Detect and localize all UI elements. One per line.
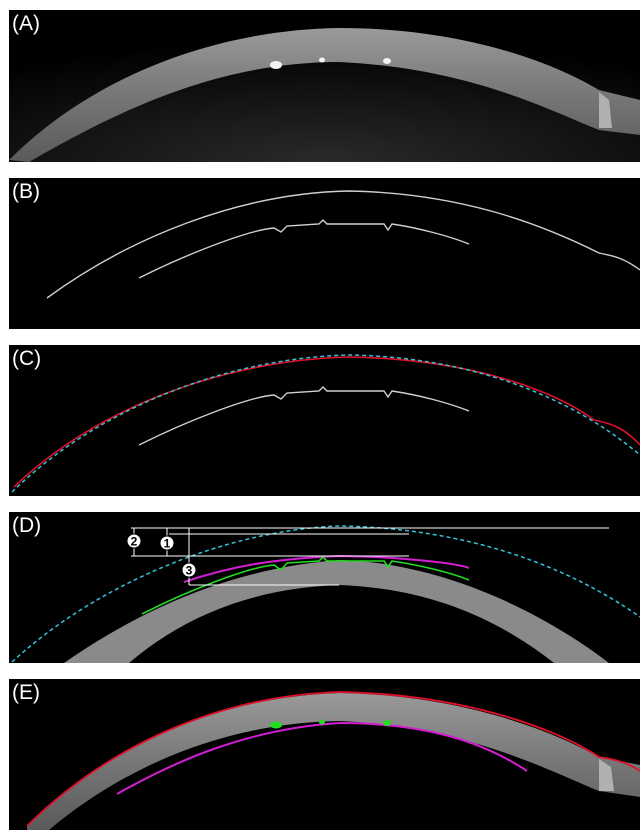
panel-label: (B) [12,180,40,203]
oct-scan-image [9,10,640,162]
deposit-spot-green [270,721,282,729]
panel-label: (E) [12,681,40,704]
posterior-boundary-line [138,219,470,279]
panel-d-measurement: 2 1 3 (D) [9,512,640,663]
measurement-diagram: 2 1 3 [11,525,640,663]
deposit-spot [319,57,325,63]
posterior-overlay-magenta [116,721,528,795]
panel-label: (C) [12,347,42,370]
panel-e-overlay: (E) [9,679,640,830]
posterior-boundary-green [141,555,470,615]
overlay-scan-image [9,679,640,830]
deposit-spot [383,58,391,64]
marker-1-label: 1 [164,537,171,551]
anterior-overlay-red [26,691,640,827]
panel-c-fit: (C) [9,345,640,496]
marker-2: 2 [126,533,142,549]
cornea-model-band [64,560,609,663]
panel-label: (A) [12,12,40,35]
anterior-fit-cyan [11,525,640,663]
anterior-boundary-line [46,190,640,299]
deposit-spot [270,61,282,69]
panel-label: (D) [12,514,42,537]
marker-3: 3 [181,562,197,578]
fitted-curve-red [13,356,640,488]
fitted-curve-cyan [11,354,640,493]
cornea-tissue [9,28,640,162]
panel-b-segmentation: (B) [9,178,640,329]
panel-a-oct-scan: (A) [9,10,640,162]
segmentation-lines [46,190,640,299]
marker-2-label: 2 [131,535,138,549]
cornea-tissue [27,693,640,830]
deposit-spot-green [319,719,325,725]
posterior-boundary-line [138,386,470,446]
marker-3-label: 3 [186,564,193,578]
marker-1: 1 [159,535,175,551]
fit-lines [11,354,640,493]
deposit-spot-green [383,720,391,726]
